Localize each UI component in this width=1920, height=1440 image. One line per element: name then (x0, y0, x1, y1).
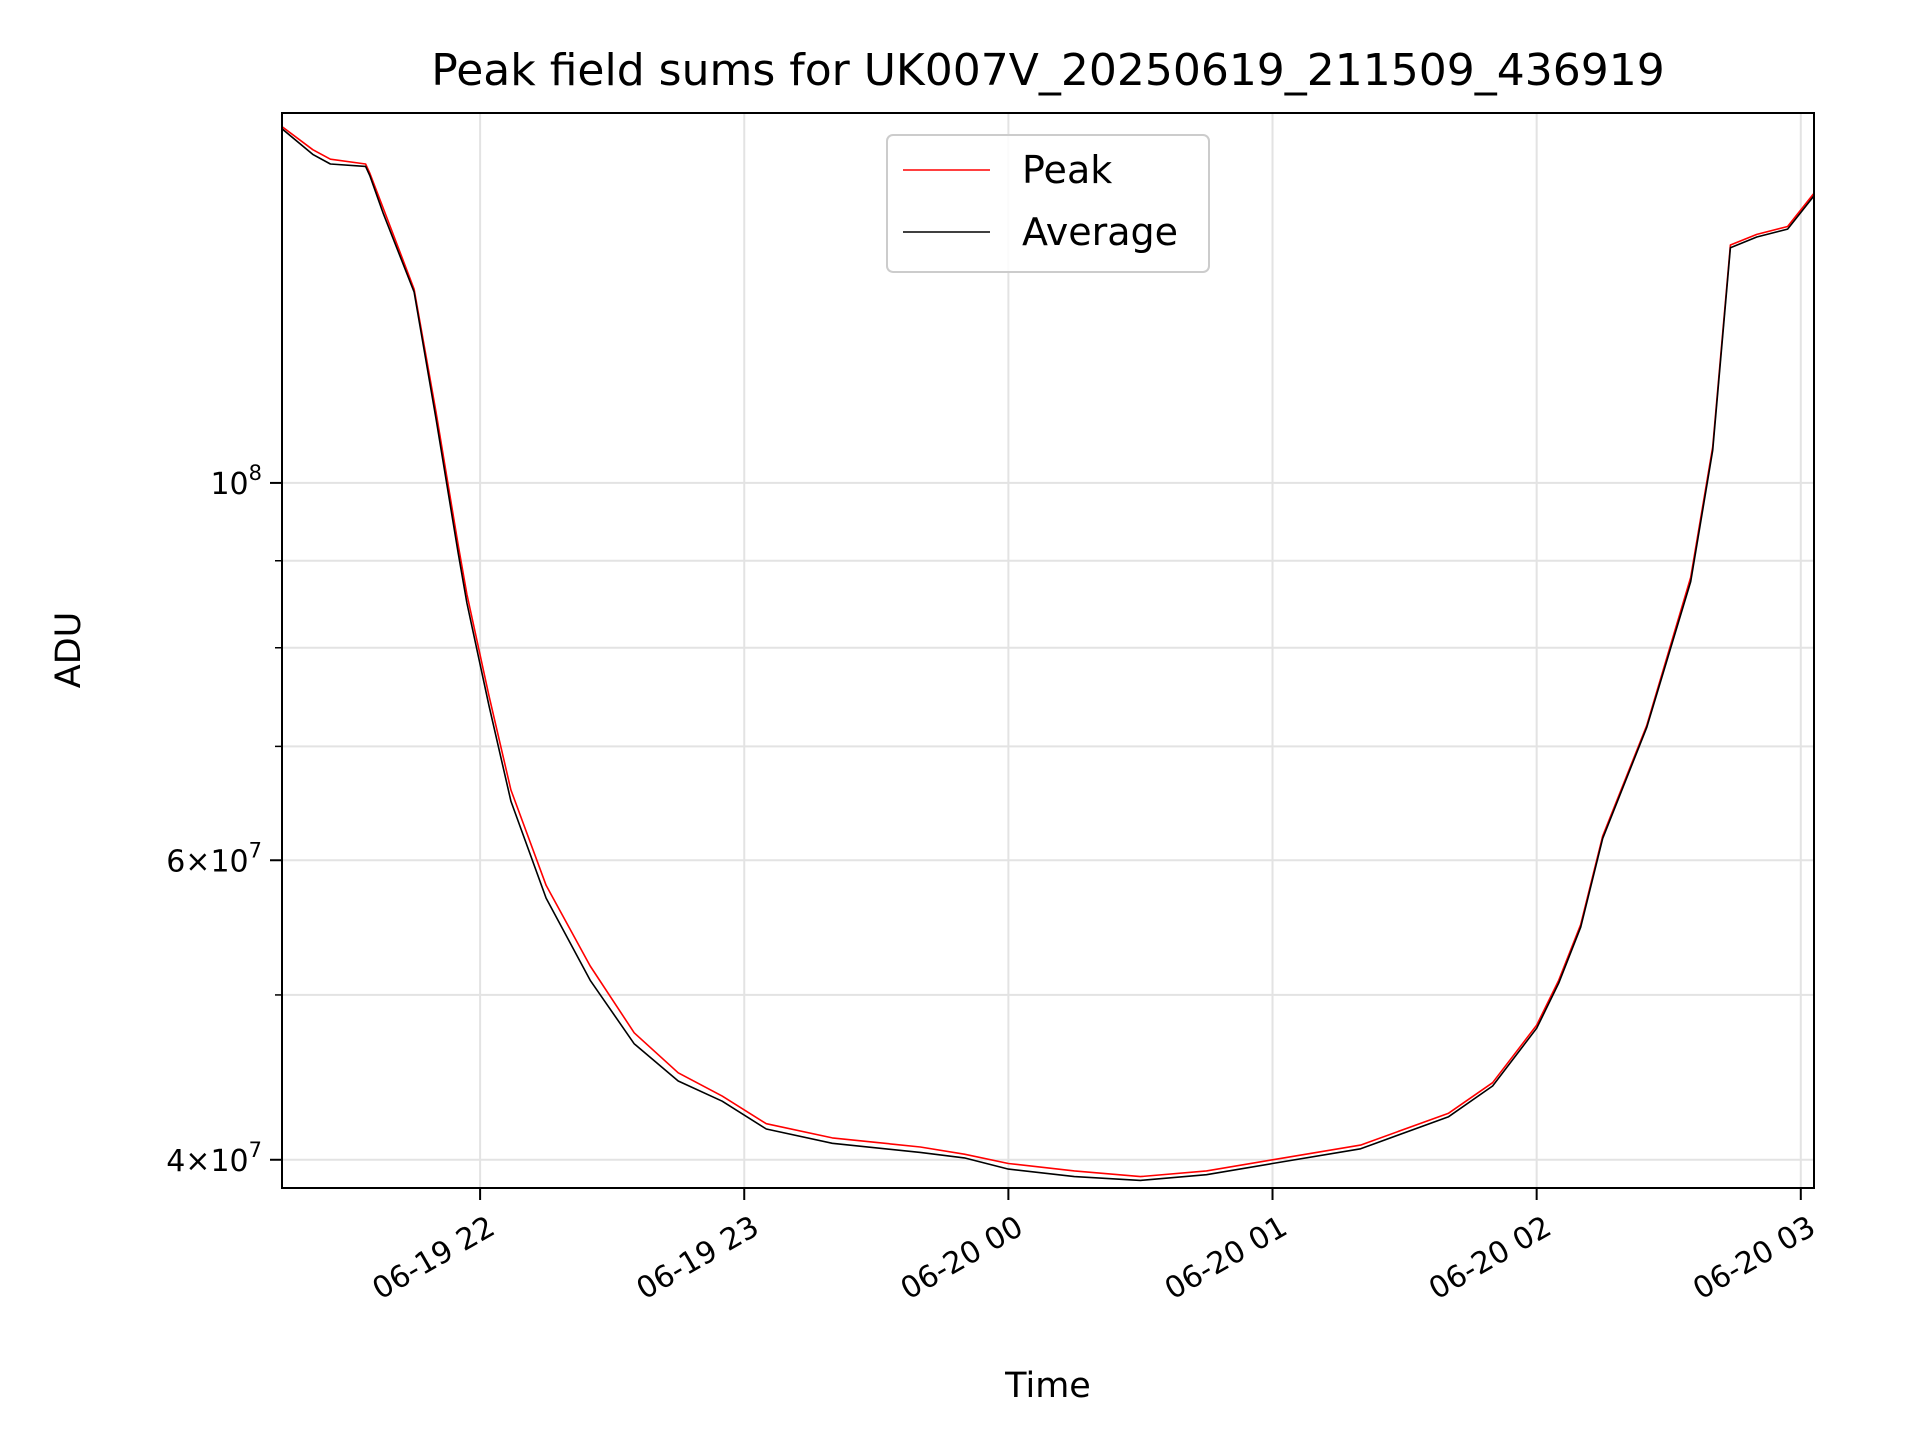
chart-title: Peak field sums for UK007V_20250619_2115… (431, 45, 1664, 96)
series-lines (282, 125, 1814, 1182)
legend-label-peak: Peak (1022, 148, 1112, 192)
legend: Peak Average (886, 134, 1210, 273)
plot-area-frame (281, 112, 1815, 1189)
series-line-peak (282, 125, 1814, 1178)
y-tick-label: 108 (210, 461, 262, 502)
y-tick-label: 4×107 (166, 1138, 262, 1179)
y-tick-label: 6×107 (166, 838, 262, 879)
x-axis-label: Time (1004, 1366, 1091, 1406)
series-line-average (282, 128, 1814, 1182)
legend-label-average: Average (1022, 210, 1178, 254)
y-axis: 4×107 6×107 108 (166, 461, 282, 1179)
grid-lines (282, 113, 1814, 1188)
y-axis-label: ADU (49, 612, 89, 689)
